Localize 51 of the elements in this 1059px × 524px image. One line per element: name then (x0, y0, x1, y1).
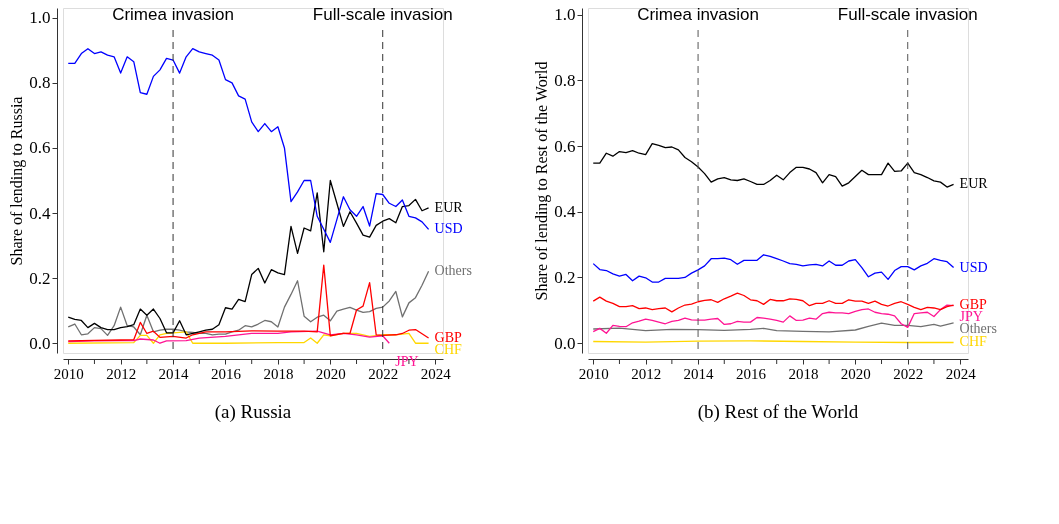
y-tick-label: 1.0 (29, 8, 51, 28)
x-tick-label: 2022 (368, 365, 399, 382)
x-tick-label: 2014 (158, 365, 190, 382)
x-tick-label: 2020 (315, 365, 346, 382)
y-tick-label: 0.8 (554, 70, 576, 90)
y-tick-label: 0.2 (29, 268, 51, 288)
x-tick-label: 2012 (106, 365, 137, 382)
line-series (592, 254, 955, 283)
line-series (592, 292, 955, 313)
series-label: CHF (959, 334, 988, 350)
ref-line-label: Crimea invasion (112, 5, 235, 24)
y-tick-label: 0.4 (29, 203, 51, 223)
y-tick-label: 1.0 (554, 5, 576, 25)
line-series (67, 48, 430, 243)
y-axis-title: Share of lending to Russia (8, 96, 27, 266)
x-tick-label: 2014 (683, 365, 715, 382)
x-tick-label: 2010 (53, 365, 84, 382)
x-tick-label: 2024 (945, 365, 977, 382)
x-tick-label: 2016 (210, 365, 242, 382)
x-tick-label: 2020 (840, 365, 871, 382)
y-tick-label: 0.0 (29, 333, 51, 353)
y-tick-label: 0.8 (29, 73, 51, 93)
y-tick-label: 0.6 (554, 136, 576, 156)
y-tick-label: 0.2 (554, 267, 576, 287)
line-series (67, 331, 430, 344)
line-series (67, 179, 430, 336)
series-label: EUR (959, 176, 989, 192)
y-tick-label: 0.4 (554, 202, 576, 222)
series-label: Others (434, 263, 472, 279)
ref-line-label: Crimea invasion (637, 5, 760, 24)
ref-line-label: Full-scale invasion (837, 5, 978, 24)
y-tick-label: 0.0 (554, 333, 576, 353)
series-label: Others (959, 321, 997, 337)
line-series (592, 143, 955, 188)
x-tick-label: 2022 (893, 365, 924, 382)
x-tick-label: 2010 (578, 365, 609, 382)
series-label: CHF (434, 342, 463, 358)
y-axis-title: Share of lending to Rest of the World (533, 61, 552, 301)
line-series (592, 322, 955, 333)
text: (a) Russia (214, 401, 292, 423)
x-tick-label: 2024 (420, 365, 452, 382)
x-tick-label: 2018 (788, 365, 819, 382)
y-tick-label: 0.6 (29, 138, 51, 158)
text: (b) Rest of the World (697, 401, 859, 423)
x-tick-label: 2018 (263, 365, 294, 382)
ref-line-label: Full-scale invasion (312, 5, 453, 24)
x-tick-label: 2016 (735, 365, 767, 382)
series-label: USD (434, 221, 463, 237)
x-tick-label: 2012 (631, 365, 662, 382)
series-label: EUR (434, 199, 464, 215)
series-label: USD (959, 259, 988, 275)
